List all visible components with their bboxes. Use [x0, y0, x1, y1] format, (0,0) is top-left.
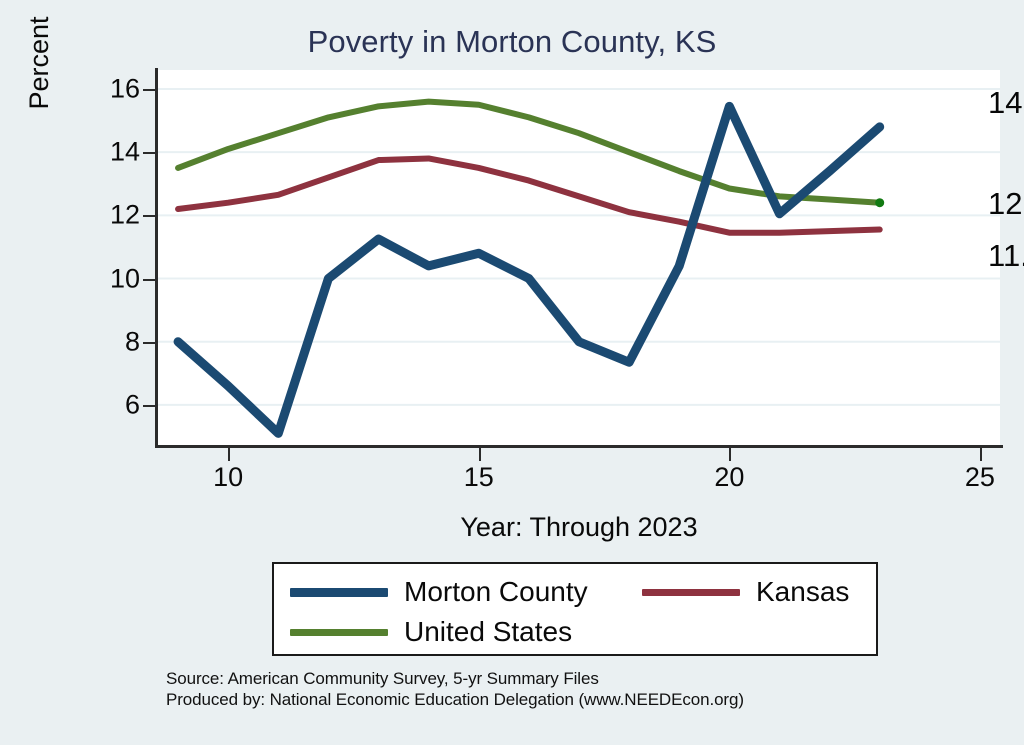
end-label-kansas: 11.5	[988, 237, 1024, 273]
y-tick-label: 12	[109, 199, 140, 230]
legend-label: Kansas	[756, 576, 850, 607]
footer-notes: Source: American Community Survey, 5-yr …	[166, 668, 744, 710]
y-tick-label: 6	[124, 389, 140, 420]
x-tick-label: 20	[714, 462, 745, 492]
y-tick	[143, 152, 156, 155]
x-tick-label: 15	[463, 462, 494, 492]
y-axis-line	[155, 68, 158, 448]
footer-source: Source: American Community Survey, 5-yr …	[166, 669, 599, 688]
y-tick	[143, 278, 156, 281]
y-axis-title: Percent	[24, 16, 54, 110]
series-line-united-states	[175, 98, 883, 206]
endpoint-marker-united-states	[875, 198, 885, 208]
x-tick	[478, 448, 481, 461]
x-tick	[228, 448, 231, 461]
legend-item-kansas[interactable]: Kansas	[642, 578, 849, 606]
legend-swatch-icon	[290, 628, 388, 636]
series-line-morton-county	[173, 101, 885, 438]
legend-label: United States	[404, 616, 573, 647]
legend: Morton County Kansas United States	[272, 562, 878, 656]
plot-area	[158, 70, 1000, 446]
x-tick	[729, 448, 732, 461]
end-label-united-states: 12.4	[988, 185, 1024, 221]
x-tick-label: 10	[213, 462, 244, 492]
chart-title: Poverty in Morton County, KS	[307, 24, 717, 59]
y-tick	[143, 404, 156, 407]
y-tick-label: 10	[109, 263, 140, 294]
y-tick	[143, 88, 156, 91]
end-label-morton-county: 14.8	[988, 84, 1024, 120]
legend-swatch-icon	[642, 588, 740, 596]
x-tick	[979, 448, 982, 461]
series-line-kansas	[175, 155, 883, 236]
x-axis-line	[155, 445, 1003, 448]
footer-producer: Produced by: National Economic Education…	[166, 690, 744, 709]
legend-swatch-icon	[290, 587, 388, 597]
y-tick-label: 8	[124, 326, 140, 357]
y-tick	[143, 341, 156, 344]
series-lines	[158, 87, 1000, 438]
y-tick-label: 14	[109, 136, 140, 167]
x-axis-title: Year: Through 2023	[460, 512, 698, 542]
legend-label: Morton County	[404, 576, 588, 607]
legend-item-morton-county[interactable]: Morton County	[290, 578, 588, 606]
legend-item-united-states[interactable]: United States	[290, 618, 572, 646]
x-tick-label: 25	[964, 462, 995, 492]
y-tick	[143, 215, 156, 218]
y-tick-label: 16	[109, 73, 140, 104]
